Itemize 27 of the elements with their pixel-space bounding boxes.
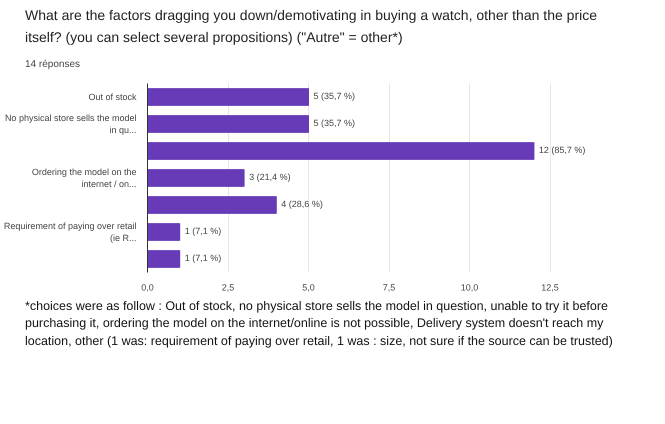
text: 14 réponses <box>25 58 80 72</box>
y-tick-label: Out of stock <box>88 92 137 102</box>
data-label: 3 (21,4 %) <box>249 172 291 182</box>
data-label: 1 (7,1 %) <box>184 226 222 236</box>
bar <box>148 222 180 241</box>
data-label: 4 (28,6 %) <box>281 198 323 209</box>
x-tick-label: 7,5 <box>382 282 396 292</box>
y-tick-label: No physical store sells the model in qu... <box>4 112 137 135</box>
x-tick-label: 10,0 <box>460 282 478 292</box>
x-tick-label: 5,0 <box>302 282 315 292</box>
bar <box>148 168 245 187</box>
bar <box>148 250 180 268</box>
data-label: 12 (85,7 %) <box>538 144 586 155</box>
bar <box>148 88 309 106</box>
data-label: 1 (7,1 %) <box>184 252 222 263</box>
bar <box>148 142 534 160</box>
y-tick-label: Ordering the model on the internet / on... <box>32 166 137 189</box>
bar <box>148 114 309 133</box>
x-tick-label: 2,5 <box>222 282 234 292</box>
x-tick-label: 0,0 <box>141 282 154 292</box>
data-label: 5 (35,7 %) <box>314 90 356 101</box>
x-tick-label: 12,5 <box>541 282 559 292</box>
chart-title: What are the factors dragging you down/demotivating in buying a watch, other than the price itself? (you can select several propositions) ("Autre" = other*) <box>25 6 598 47</box>
text: *choices were as follow : Out of stock, no physical store sells the model in question, unable to try it before purchasing it, ordering the model on the internet/online is not possible, Delivery system doesn't reach my location, other (1 was: requirement of paying over retail, 1 was : size, not sure if the source can be trusted) <box>25 298 614 350</box>
data-label: 5 (35,7 %) <box>314 118 356 128</box>
bar <box>148 196 277 214</box>
y-tick-label: Requirement of paying over retail (ie R... <box>4 220 137 243</box>
